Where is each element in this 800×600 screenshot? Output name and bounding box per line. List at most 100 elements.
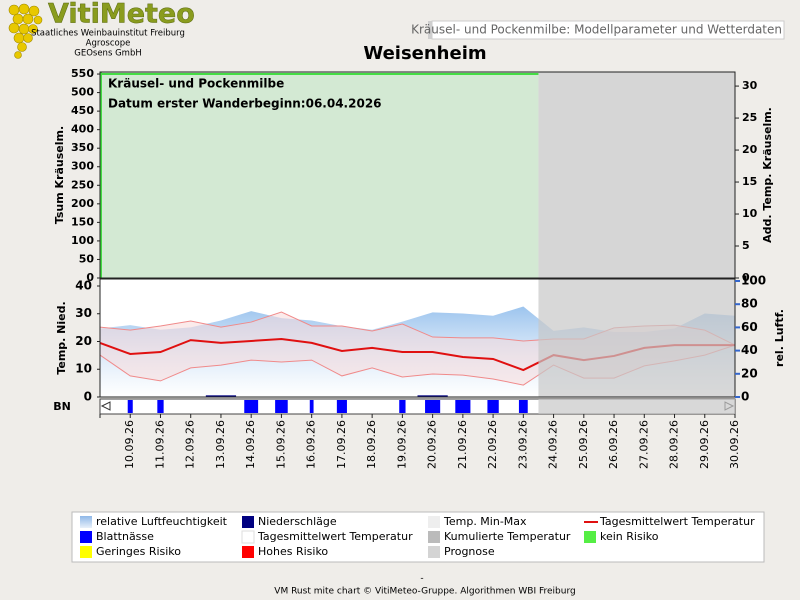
y-axis-label: Tsum Kräuselm. xyxy=(53,126,66,224)
partner: GEOsens GmbH xyxy=(74,49,141,59)
banner-shadow xyxy=(428,21,432,39)
y-tick-label: 250 xyxy=(71,178,94,191)
y-tick-label: 0 xyxy=(86,271,94,284)
legend-label: relative Luftfeuchtigkeit xyxy=(96,515,228,528)
x-tick-label: 30.09.26 xyxy=(728,420,741,469)
y-tick-label: 100 xyxy=(71,234,94,247)
x-tick-label: 26.09.26 xyxy=(607,420,620,469)
chart-title: Weisenheim xyxy=(363,43,486,64)
y2-tick-label: 30 xyxy=(742,79,758,92)
y2-tick-label: 20 xyxy=(741,366,758,380)
legend-label: Kumulierte Temperatur xyxy=(444,530,571,543)
plot-frame xyxy=(99,71,736,279)
y-tick-label: 150 xyxy=(71,215,94,228)
legend-label: Blattnässe xyxy=(96,530,154,543)
y2-axis-label: rel. Luftf. xyxy=(773,309,786,367)
forecast-zone xyxy=(538,72,735,278)
x-tick-label: 12.09.26 xyxy=(184,420,197,469)
x-tick-label: 16.09.26 xyxy=(305,420,318,469)
institute: Staatliches Weinbauinstitut Freiburg xyxy=(31,29,185,39)
y-tick-label: 550 xyxy=(71,67,94,80)
y2-tick-label: 80 xyxy=(741,297,758,311)
x-tick-label: 23.09.26 xyxy=(516,420,529,469)
y2-tick-label: 15 xyxy=(742,175,757,188)
y-axis-label: Temp. Nied. xyxy=(55,301,68,374)
legend-swatch xyxy=(428,531,440,543)
x-tick-label: 28.09.26 xyxy=(668,420,681,469)
y2-tick-label: 10 xyxy=(742,207,758,220)
y-tick-label: 200 xyxy=(71,197,94,210)
y2-tick-label: 100 xyxy=(741,274,766,288)
legend-label: Tagesmittelwert Temperatur xyxy=(599,515,755,528)
leaf-wetness-bar xyxy=(455,400,471,413)
legend-swatch xyxy=(80,546,92,558)
y-tick-label: 450 xyxy=(71,104,94,117)
leaf-wetness-bar xyxy=(518,400,528,413)
legend-label: Geringes Risiko xyxy=(96,545,181,558)
legend-label: Hohes Risiko xyxy=(258,545,328,558)
leaf-wetness-bar xyxy=(309,400,314,413)
legend-swatch xyxy=(241,530,255,544)
y-tick-label: 350 xyxy=(71,141,94,154)
legend-label: Tagesmittelwert Temperatur xyxy=(257,530,413,543)
y-tick-label: 40 xyxy=(75,278,92,292)
annotation: Datum erster Wanderbeginn:06.04.2026 xyxy=(108,97,382,111)
y2-axis-label: Add. Temp. Kräuselm. xyxy=(761,107,774,243)
x-tick-label: 25.09.26 xyxy=(577,420,590,469)
x-tick-label: 19.09.26 xyxy=(395,420,408,469)
leaf-wetness-bar xyxy=(157,400,164,413)
y-tick-label: 50 xyxy=(79,252,95,265)
x-tick-label: 13.09.26 xyxy=(214,420,227,469)
risk-zone xyxy=(100,72,539,278)
legend-swatch xyxy=(428,546,440,558)
x-tick-label: 20.09.26 xyxy=(426,420,439,469)
leaf-wetness-bar xyxy=(127,400,133,413)
annotation: Kräusel- und Pockenmilbe xyxy=(108,77,284,91)
x-tick-label: 27.09.26 xyxy=(637,420,650,469)
leaf-wetness-bar xyxy=(336,400,347,413)
y2-tick-label: 5 xyxy=(742,239,750,252)
logo-text: VitiMeteo xyxy=(48,0,195,30)
plot-frame xyxy=(99,278,736,398)
y-tick-label: 500 xyxy=(71,86,94,99)
legend-swatch xyxy=(584,531,596,543)
legend-swatch xyxy=(80,516,92,528)
legend-swatch xyxy=(242,516,254,528)
y2-tick-label: 25 xyxy=(742,111,757,124)
legend-label: kein Risiko xyxy=(600,530,659,543)
banner: Kräusel- und Pockenmilbe: Modellparamete… xyxy=(411,23,782,37)
legend-box xyxy=(71,511,765,563)
y2-tick-label: 20 xyxy=(742,143,758,156)
legend-label: Prognose xyxy=(444,545,495,558)
y2-tick-label: 60 xyxy=(741,320,758,334)
leaf-wetness-bar xyxy=(487,400,499,413)
legend-swatch xyxy=(80,531,92,543)
forecast-zone xyxy=(538,279,735,397)
partner: Agroscope xyxy=(86,39,131,49)
y-tick-label: 10 xyxy=(75,362,92,376)
y-tick-label: 300 xyxy=(71,160,94,173)
bn-label: BN xyxy=(53,400,71,413)
leaf-wetness-bar xyxy=(275,400,288,413)
y-tick-label: 0 xyxy=(84,390,92,404)
x-tick-label: 18.09.26 xyxy=(365,420,378,469)
leaf-wetness-bar xyxy=(244,400,259,413)
legend-label: Niederschläge xyxy=(258,515,337,528)
precipitation-bar xyxy=(417,395,448,397)
x-tick-label: 29.09.26 xyxy=(698,420,711,469)
footer-dash: - xyxy=(420,574,423,584)
x-tick-label: 17.09.26 xyxy=(335,420,348,469)
y-tick-label: 400 xyxy=(71,123,94,136)
legend-label: Temp. Min-Max xyxy=(443,515,527,528)
x-tick-label: 10.09.26 xyxy=(123,420,136,469)
y-tick-label: 20 xyxy=(75,334,92,348)
y2-tick-label: 40 xyxy=(741,343,758,357)
x-tick-label: 15.09.26 xyxy=(274,420,287,469)
x-tick-label: 14.09.26 xyxy=(244,420,257,469)
footer-credit: VM Rust mite chart © VitiMeteo-Gruppe. A… xyxy=(274,587,575,597)
y-tick-label: 30 xyxy=(75,306,92,320)
y2-tick-label: 0 xyxy=(741,390,749,404)
legend-swatch xyxy=(428,516,440,528)
